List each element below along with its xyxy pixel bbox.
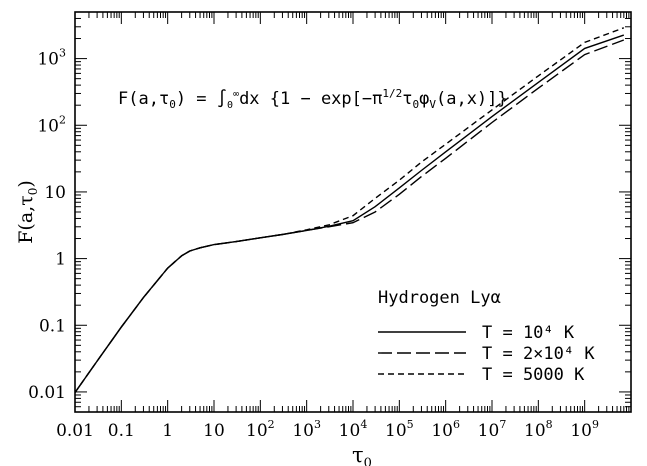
- y-tick-label: 102: [37, 113, 66, 136]
- x-tick-label: 1: [162, 421, 173, 441]
- x-tick-label: 107: [478, 418, 507, 441]
- x-tick-label: 105: [385, 418, 414, 441]
- legend-label-2: T = 2×10⁴ K: [482, 344, 595, 364]
- x-tick-label: 109: [570, 418, 599, 441]
- y-tick-label: 1: [55, 250, 66, 270]
- x-tick-label: 102: [246, 418, 275, 441]
- y-tick-label: 103: [37, 47, 66, 70]
- x-tick-label: 0.1: [108, 421, 135, 441]
- y-axis-label: F(a,τ0): [15, 180, 40, 244]
- plot-frame: [74, 11, 632, 413]
- legend-label-3: T = 5000 K: [482, 365, 585, 385]
- x-tick-label: 0.01: [56, 421, 94, 441]
- legend: T = 10⁴ KT = 2×10⁴ KT = 5000 K: [378, 323, 595, 385]
- x-tick-label: 10: [203, 421, 225, 441]
- y-tick-label: 0.01: [28, 383, 66, 403]
- y-tick-label: 10: [44, 183, 66, 203]
- x-axis-label: τ0: [352, 443, 372, 466]
- axis-ticks: [74, 11, 632, 413]
- x-tick-label: 103: [292, 418, 321, 441]
- x-tick-label: 106: [431, 418, 460, 441]
- tick-labels: 0.01 0.1 1 10 102 103 104 105 106 107 108 109 0.01 0.…: [28, 47, 599, 441]
- series-line-3: [74, 27, 625, 393]
- legend-title: Hydrogen Lyα: [378, 288, 501, 308]
- formula-annotation: F(a,τ0) = ∫0∞dx {1 − exp[−π1/2τ0φV(a,x)]…: [118, 87, 508, 111]
- x-tick-label: 104: [339, 418, 368, 441]
- legend-label-1: T = 10⁴ K: [482, 323, 575, 343]
- y-tick-label: 0.1: [39, 316, 66, 336]
- x-tick-label: 108: [524, 418, 553, 441]
- series-group: [74, 27, 625, 393]
